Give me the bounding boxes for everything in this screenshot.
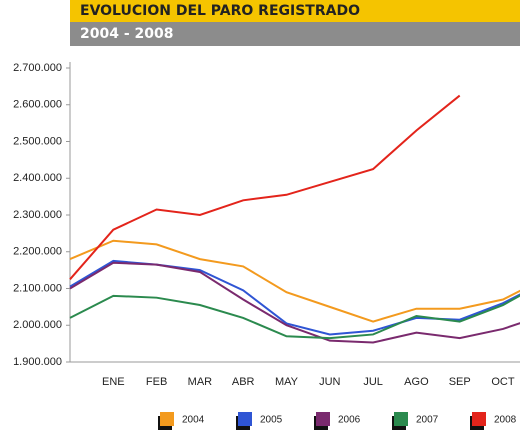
legend-label: 2004 bbox=[182, 415, 205, 426]
legend-swatch bbox=[472, 412, 486, 426]
x-tick-label: OCT bbox=[491, 376, 515, 388]
x-tick-label: JUN bbox=[319, 376, 340, 388]
y-tick-label: 2.700.000 bbox=[13, 62, 62, 74]
legend-swatch bbox=[316, 412, 330, 426]
y-tick-label: 2.600.000 bbox=[13, 99, 62, 111]
title-bar bbox=[70, 0, 520, 22]
x-tick-label: SEP bbox=[449, 376, 471, 388]
plot bbox=[69, 94, 520, 344]
x-tick-label: ENE bbox=[102, 376, 125, 388]
line-series bbox=[69, 261, 520, 344]
legend-swatch bbox=[238, 412, 252, 426]
line-series bbox=[69, 294, 520, 340]
chart-subtitle: 2004 - 2008 bbox=[80, 26, 174, 42]
chart-title: EVOLUCION DEL PARO REGISTRADO bbox=[80, 3, 360, 19]
y-tick-label: 2.100.000 bbox=[13, 282, 62, 294]
x-tick-label: AGO bbox=[404, 376, 429, 388]
x-tick-label: FEB bbox=[146, 376, 167, 388]
legend-swatch bbox=[394, 412, 408, 426]
y-tick-label: 2.400.000 bbox=[13, 172, 62, 184]
line-series bbox=[69, 94, 461, 280]
y-tick-label: 1.900.000 bbox=[13, 356, 62, 368]
y-tick-label: 2.000.000 bbox=[13, 319, 62, 331]
subtitle-bar bbox=[70, 22, 520, 46]
legend-label: 2007 bbox=[416, 415, 439, 426]
x-tick-label: MAY bbox=[275, 376, 299, 388]
legend-swatch bbox=[160, 412, 174, 426]
y-tick-label: 2.200.000 bbox=[13, 246, 62, 258]
x-tick-label: MAR bbox=[188, 376, 213, 388]
x-tick-label: ABR bbox=[232, 376, 255, 388]
y-tick-label: 2.300.000 bbox=[13, 209, 62, 221]
legend-label: 2006 bbox=[338, 415, 361, 426]
legend-label: 2005 bbox=[260, 415, 283, 426]
line-series bbox=[69, 239, 520, 323]
legend-label: 2008 bbox=[494, 415, 517, 426]
y-tick-label: 2.500.000 bbox=[13, 135, 62, 147]
x-tick-label: JUL bbox=[363, 376, 383, 388]
